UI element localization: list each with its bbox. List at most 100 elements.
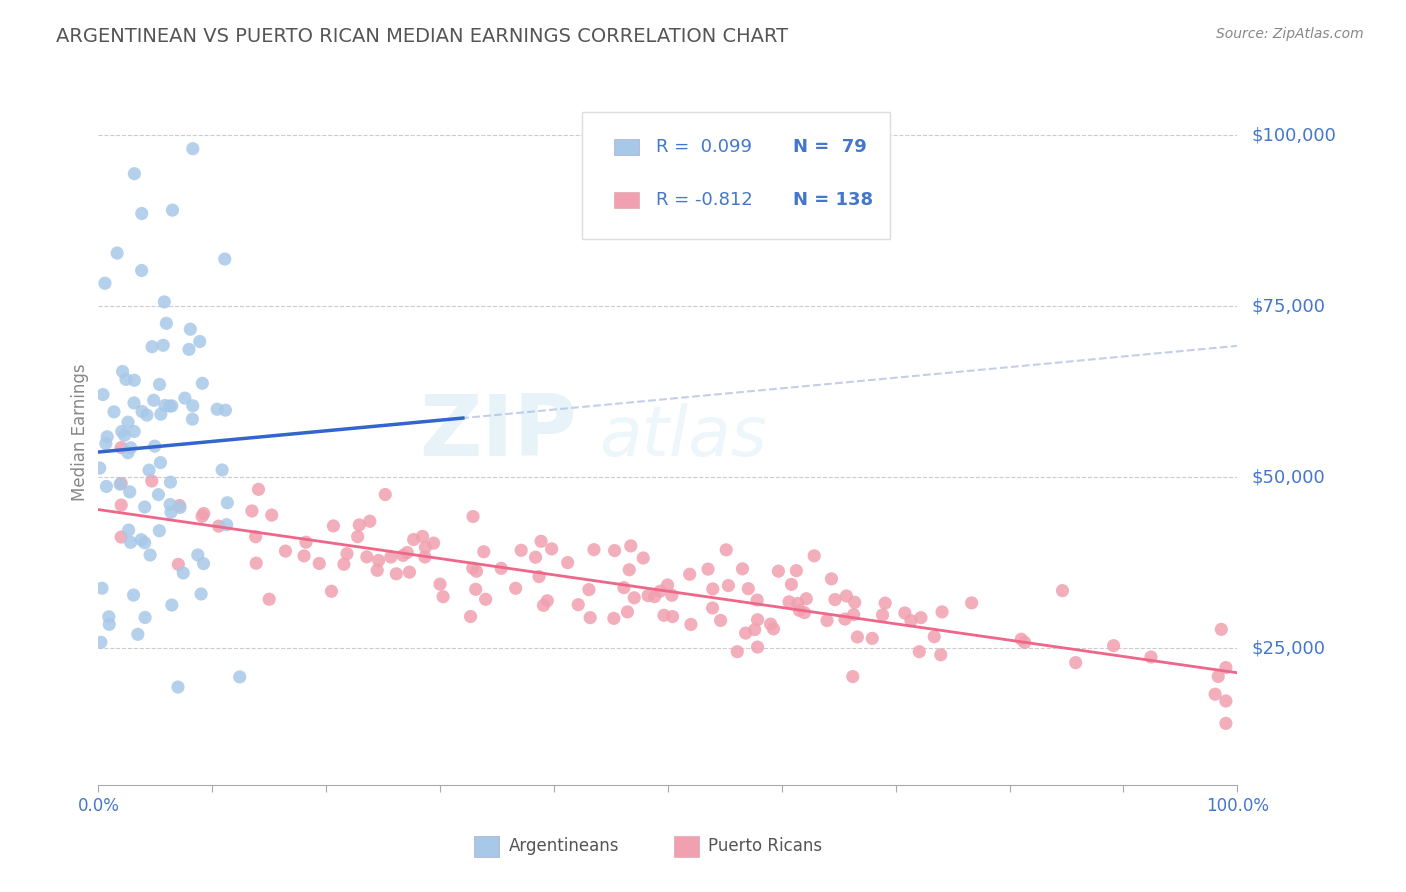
Point (533, 599, 555, 613)
Text: $75,000: $75,000 (1251, 297, 1326, 315)
Point (193, 557, 215, 571)
Point (191, 509, 214, 524)
Point (89, 461, 111, 475)
Point (697, 562, 720, 576)
Text: N =  79: N = 79 (793, 138, 868, 156)
Point (679, 567, 702, 582)
Point (172, 566, 194, 580)
Point (716, 542, 738, 557)
Point (105, 246, 128, 260)
Point (803, 549, 825, 563)
Point (214, 403, 236, 417)
Point (1215, 660, 1237, 674)
Point (465, 564, 488, 578)
Point (117, 415, 139, 429)
Point (91, 387, 114, 401)
Point (1215, 716, 1237, 731)
Point (1052, 583, 1074, 598)
Point (679, 617, 702, 632)
Point (835, 589, 858, 603)
Point (894, 606, 917, 620)
Point (91, 581, 114, 595)
Point (900, 614, 922, 628)
Point (153, 294, 176, 309)
Point (110, 476, 132, 491)
Point (815, 614, 838, 628)
Point (422, 536, 444, 550)
Point (875, 596, 897, 610)
Point (142, 393, 165, 408)
Point (110, 441, 132, 455)
Point (356, 549, 378, 564)
Point (1206, 669, 1229, 683)
Point (623, 591, 645, 605)
Point (620, 539, 643, 553)
Point (398, 565, 420, 579)
Point (120, 441, 142, 455)
Point (336, 547, 359, 561)
Point (260, 508, 283, 522)
Point (380, 549, 402, 564)
Point (489, 561, 512, 575)
Point (908, 645, 931, 659)
Point (108, 477, 131, 491)
Point (141, 340, 163, 354)
Point (747, 593, 769, 607)
Point (96, 430, 118, 444)
Point (744, 623, 766, 637)
Point (162, 203, 184, 218)
Point (536, 593, 558, 607)
Point (120, 535, 142, 549)
Point (794, 591, 817, 606)
Point (131, 206, 153, 220)
Point (131, 404, 153, 418)
Text: R = -0.812: R = -0.812 (657, 191, 754, 209)
Point (786, 597, 808, 611)
FancyBboxPatch shape (614, 193, 640, 208)
Point (717, 578, 740, 592)
Point (115, 372, 138, 386)
Point (229, 670, 252, 684)
FancyBboxPatch shape (614, 139, 640, 155)
Point (582, 542, 605, 557)
Point (111, 364, 134, 378)
Point (134, 610, 156, 624)
Point (842, 607, 865, 622)
Point (415, 541, 437, 555)
Point (472, 545, 495, 559)
Point (734, 626, 756, 640)
Point (190, 587, 212, 601)
Point (702, 601, 724, 615)
Point (149, 407, 172, 421)
Y-axis label: Median Earnings: Median Earnings (70, 364, 89, 501)
Point (274, 544, 297, 558)
Point (152, 338, 174, 352)
Point (396, 545, 419, 559)
Point (392, 549, 415, 563)
Point (321, 584, 343, 599)
Point (359, 514, 381, 528)
Point (139, 548, 162, 562)
Text: $25,000: $25,000 (1251, 640, 1326, 657)
Point (214, 252, 236, 266)
Point (169, 500, 191, 515)
Point (527, 569, 550, 583)
Point (578, 582, 600, 597)
Point (257, 592, 280, 607)
Point (134, 500, 156, 514)
Point (167, 680, 190, 694)
Point (789, 603, 811, 617)
Text: atlas: atlas (599, 402, 768, 470)
Point (385, 566, 408, 581)
Point (127, 627, 149, 641)
Point (211, 463, 233, 477)
Point (910, 610, 932, 624)
Point (644, 590, 666, 604)
Point (124, 167, 146, 181)
Point (153, 399, 176, 413)
Point (148, 524, 170, 538)
Point (922, 630, 945, 644)
Text: N = 138: N = 138 (793, 191, 873, 209)
Point (208, 519, 231, 533)
FancyBboxPatch shape (673, 836, 699, 857)
